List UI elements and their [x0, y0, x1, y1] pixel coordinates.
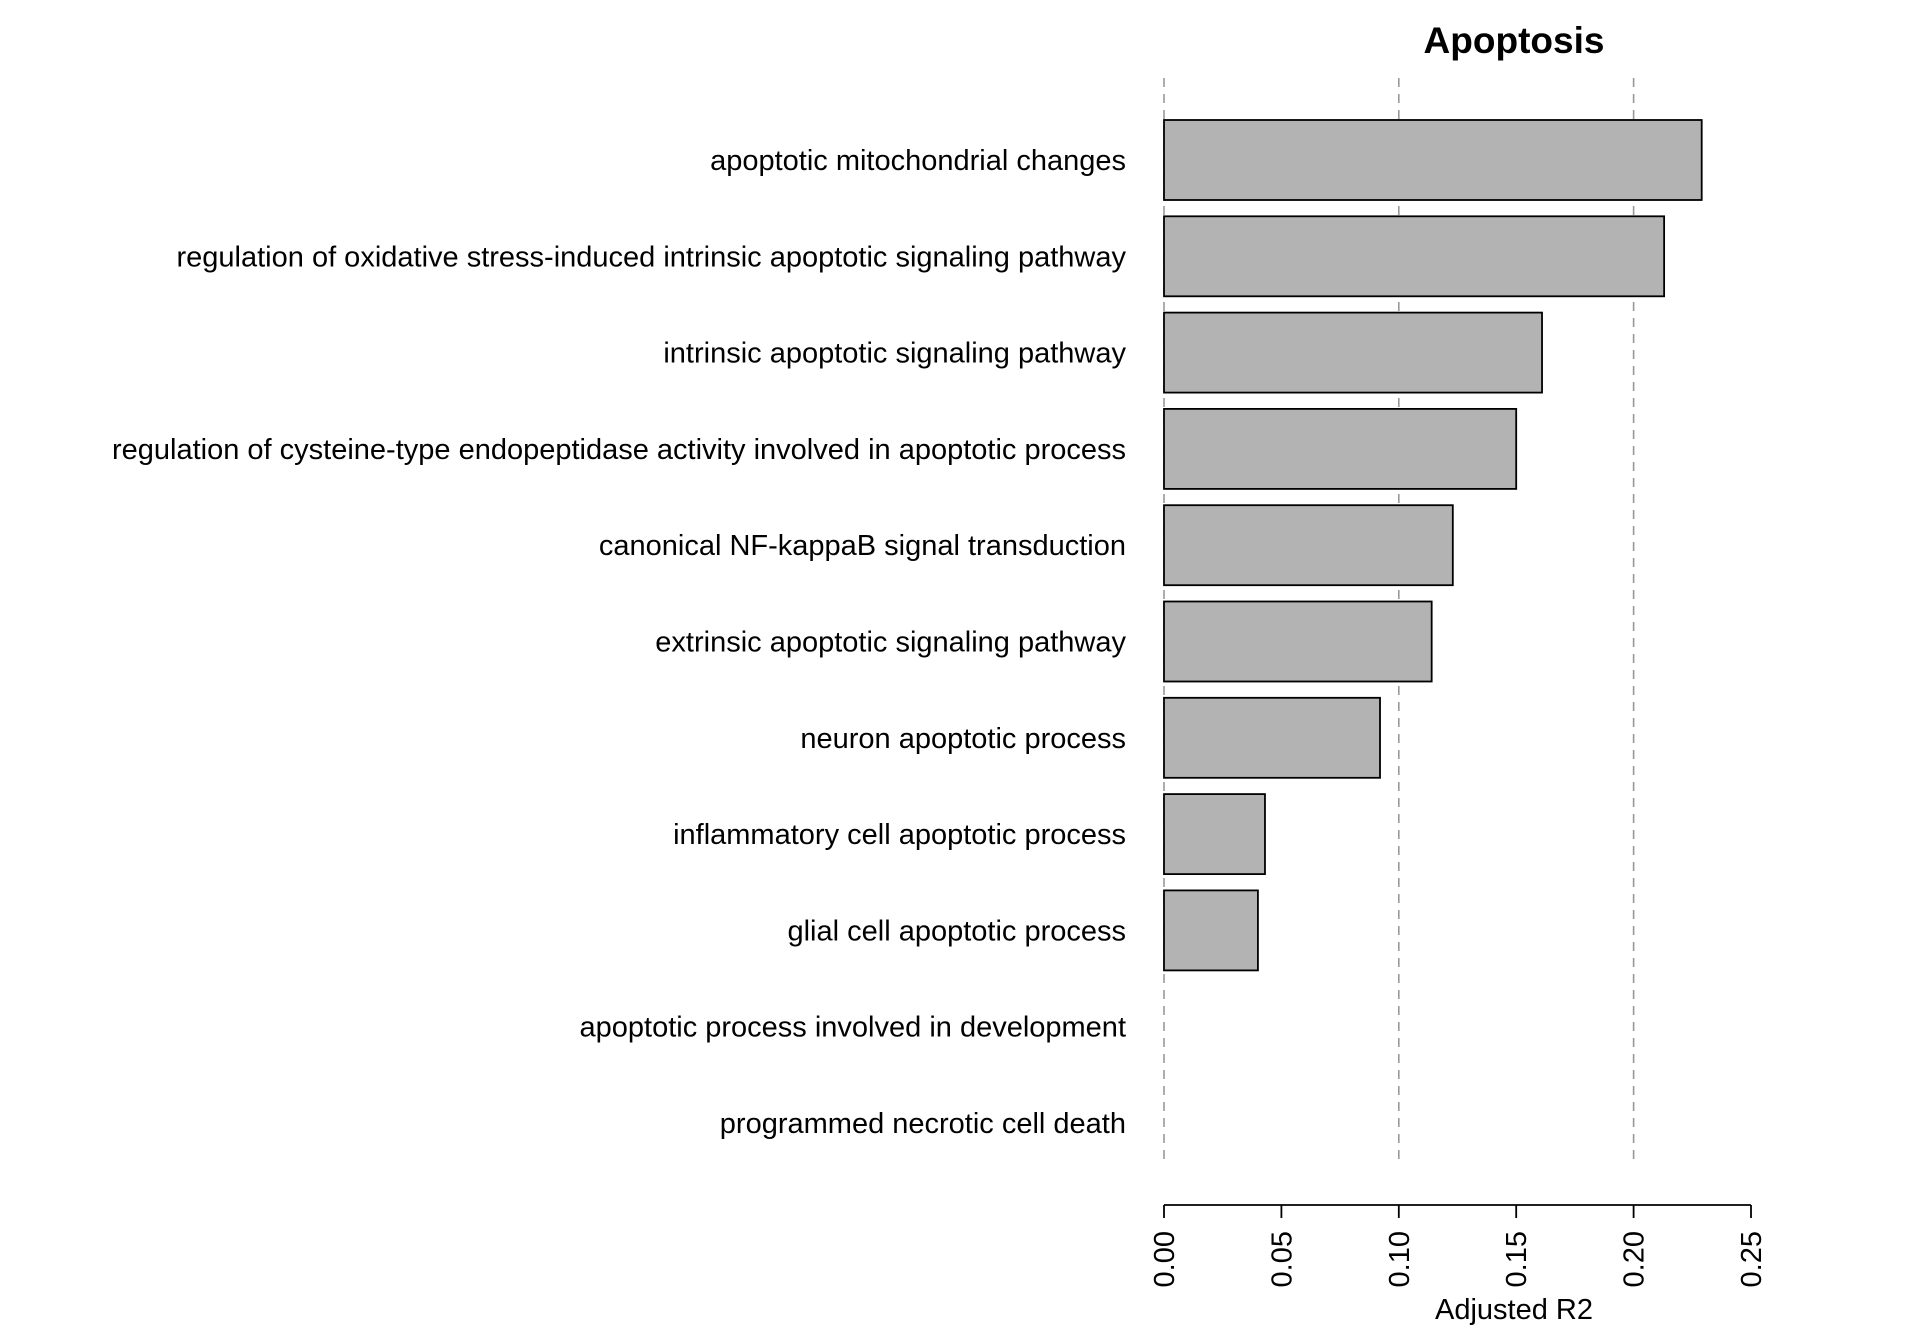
x-tick-label: 0.00	[1149, 1231, 1181, 1287]
bar	[1163, 407, 1518, 490]
x-tick-label: 0.20	[1619, 1231, 1651, 1287]
x-axis: 0.00 0.05 0.10 0.15 0.20 0.25	[1149, 1204, 1768, 1287]
category-label: extrinsic apoptotic signaling pathway	[655, 627, 1126, 659]
category-label: canonical NF-kappaB signal transduction	[599, 530, 1126, 562]
bars-group	[1163, 119, 1703, 972]
bar	[1163, 793, 1266, 875]
category-label: apoptotic process involved in developmen…	[580, 1012, 1127, 1044]
category-label: apoptotic mitochondrial changes	[710, 145, 1126, 177]
category-label: inflammatory cell apoptotic process	[673, 819, 1126, 851]
bar	[1163, 889, 1259, 972]
category-label: intrinsic apoptotic signaling pathway	[663, 338, 1126, 370]
category-label: programmed necrotic cell death	[720, 1108, 1126, 1140]
category-label: glial cell apoptotic process	[787, 915, 1126, 947]
x-tick-label: 0.15	[1501, 1231, 1533, 1287]
bar	[1163, 215, 1666, 298]
bar	[1163, 504, 1454, 587]
category-label: regulation of cysteine-type endopeptidas…	[112, 434, 1126, 466]
chart-title: Apoptosis	[1424, 20, 1605, 61]
category-labels: apoptotic mitochondrial changes regulatio…	[112, 145, 1126, 1140]
x-tick-label: 0.25	[1736, 1231, 1768, 1287]
category-label: neuron apoptotic process	[800, 723, 1126, 755]
bar	[1163, 119, 1703, 201]
bar	[1163, 311, 1543, 394]
x-axis-title: Adjusted R2	[1435, 1294, 1593, 1326]
category-label: regulation of oxidative stress-induced i…	[177, 241, 1127, 273]
x-tick-label: 0.10	[1384, 1231, 1416, 1287]
bar	[1163, 600, 1433, 683]
bar	[1163, 696, 1381, 779]
x-tick-label: 0.05	[1266, 1231, 1298, 1287]
